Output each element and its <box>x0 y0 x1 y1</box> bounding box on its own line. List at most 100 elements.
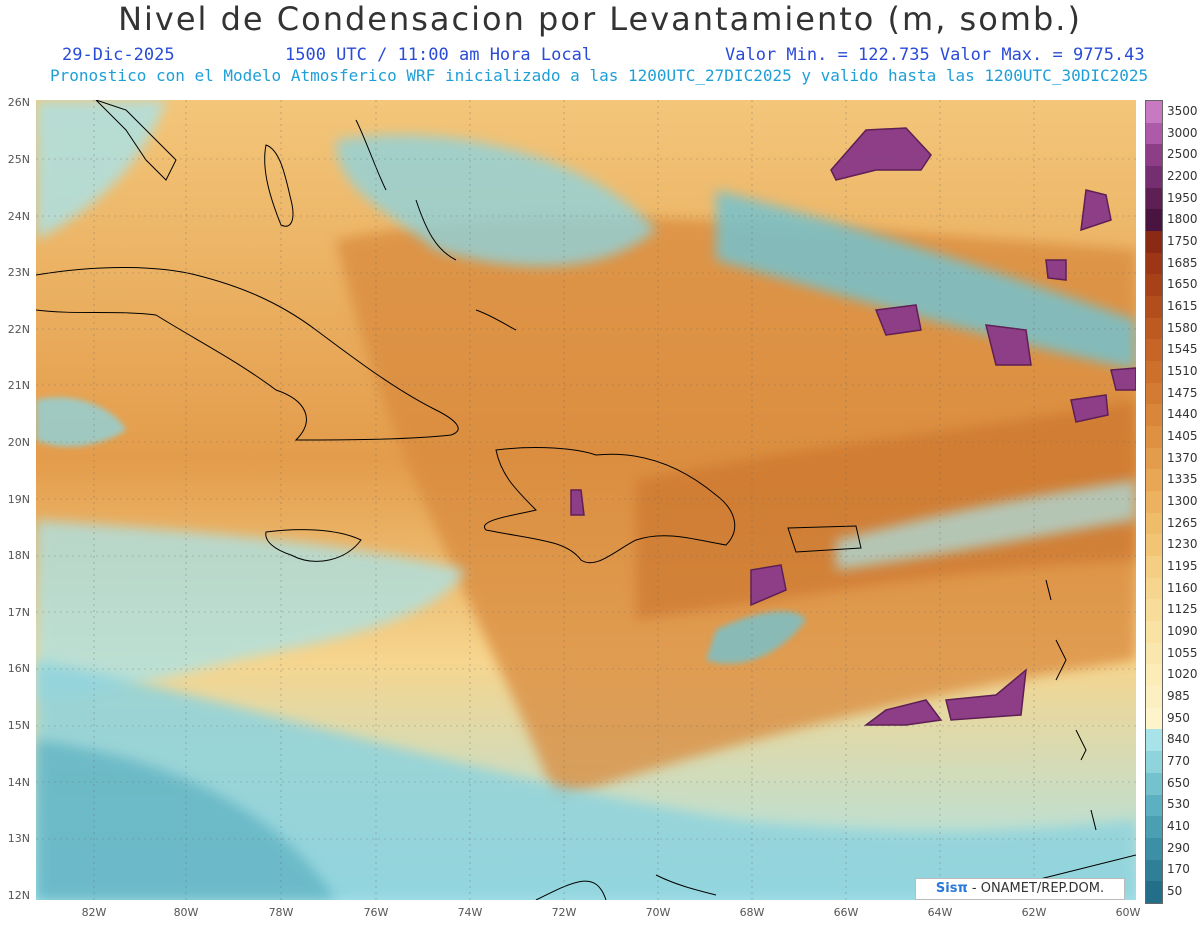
lat-label: 17N <box>7 606 30 619</box>
colorbar-label: 410 <box>1167 819 1190 834</box>
lon-label: 76W <box>363 906 389 919</box>
lon-label: 64W <box>927 906 953 919</box>
colorbar-swatch <box>1146 491 1162 513</box>
colorbar-label: 1615 <box>1167 298 1198 313</box>
colorbar-swatch <box>1146 729 1162 752</box>
colorbar-swatch <box>1146 577 1162 600</box>
colorbar-swatch <box>1146 426 1162 448</box>
colorbar-swatch <box>1146 534 1162 557</box>
colorbar-label: 3000 <box>1167 125 1198 140</box>
colorbar-label: 1950 <box>1167 190 1198 205</box>
colorbar-label: 1335 <box>1167 472 1198 487</box>
colorbar-swatch <box>1146 469 1162 492</box>
colorbar-label: 1440 <box>1167 407 1198 422</box>
lon-label: 62W <box>1021 906 1047 919</box>
colorbar-label: 1055 <box>1167 645 1198 660</box>
lon-label: 68W <box>739 906 765 919</box>
colorbar-swatch <box>1146 642 1162 665</box>
colorbar-label: 650 <box>1167 775 1190 790</box>
weather-map <box>36 100 1136 900</box>
lon-label: 72W <box>551 906 577 919</box>
colorbar-swatch <box>1146 231 1162 253</box>
lat-label: 18N <box>7 549 30 562</box>
colorbar-swatch <box>1146 707 1162 730</box>
colorbar-swatch <box>1146 816 1162 838</box>
colorbar-label: 3500 <box>1167 103 1198 118</box>
colorbar-label: 1125 <box>1167 602 1198 617</box>
lon-label: 66W <box>833 906 859 919</box>
colorbar-swatch <box>1146 621 1162 643</box>
lat-label: 15N <box>7 719 30 732</box>
colorbar-label: 1160 <box>1167 580 1198 595</box>
colorbar-swatch <box>1146 361 1162 383</box>
colorbar-swatch <box>1146 274 1162 297</box>
colorbar-swatch <box>1146 252 1162 275</box>
colorbar-swatch <box>1146 166 1162 188</box>
credit-box: Sisπ - ONAMET/REP.DOM. <box>915 878 1125 900</box>
colorbar-label: 1300 <box>1167 494 1198 508</box>
lat-label: 22N <box>7 323 30 336</box>
colorbar-swatch <box>1146 772 1162 795</box>
colorbar-label: 1685 <box>1167 255 1198 270</box>
lcl-field-map <box>36 100 1136 900</box>
lat-label: 12N <box>7 889 30 902</box>
colorbar-swatch <box>1146 664 1162 687</box>
lon-label: 60W <box>1115 906 1141 919</box>
lat-label: 14N <box>7 776 30 789</box>
map-title: Nivel de Condensacion por Levantamiento … <box>118 0 1082 38</box>
colorbar-label: 840 <box>1167 732 1190 747</box>
forecast-date: 29-Dic-2025 <box>62 45 175 65</box>
colorbar-label: 1230 <box>1167 537 1198 552</box>
colorbar-swatch <box>1146 686 1162 708</box>
colorbar-swatch <box>1146 144 1162 167</box>
colorbar <box>1145 100 1163 904</box>
colorbar-swatch <box>1146 837 1162 860</box>
colorbar-swatch <box>1146 859 1162 882</box>
lat-label: 16N <box>7 662 30 675</box>
colorbar-swatch <box>1146 447 1162 470</box>
colorbar-label: 2200 <box>1167 168 1198 183</box>
colorbar-label: 530 <box>1167 797 1190 812</box>
colorbar-label: 1800 <box>1167 212 1198 227</box>
lat-label: 13N <box>7 832 30 845</box>
lon-label: 82W <box>81 906 107 919</box>
colorbar-label: 2500 <box>1167 147 1198 162</box>
lon-label: 78W <box>268 906 294 919</box>
colorbar-swatch <box>1146 881 1162 903</box>
lon-label: 70W <box>645 906 671 919</box>
colorbar-label: 950 <box>1167 710 1190 725</box>
colorbar-label: 1510 <box>1167 363 1198 378</box>
colorbar-swatch <box>1146 317 1162 340</box>
colorbar-label: 1545 <box>1167 342 1198 357</box>
colorbar-label: 985 <box>1167 689 1190 704</box>
colorbar-swatch <box>1146 382 1162 405</box>
min-max-values: Valor Min. = 122.735 Valor Max. = 9775.4… <box>725 45 1145 65</box>
colorbar-swatch <box>1146 512 1162 535</box>
colorbar-label: 1020 <box>1167 667 1198 682</box>
colorbar-label: 1650 <box>1167 277 1198 292</box>
colorbar-label: 1750 <box>1167 233 1198 248</box>
lat-label: 23N <box>7 266 30 279</box>
lon-label: 74W <box>457 906 483 919</box>
lat-label: 25N <box>7 153 30 166</box>
colorbar-label: 1580 <box>1167 320 1198 335</box>
lat-label: 26N <box>7 96 30 109</box>
colorbar-label: 1195 <box>1167 559 1198 574</box>
colorbar-label: 770 <box>1167 754 1190 769</box>
colorbar-swatch <box>1146 556 1162 578</box>
colorbar-swatch <box>1146 599 1162 622</box>
colorbar-label: 50 <box>1167 884 1183 899</box>
colorbar-swatch <box>1146 404 1162 427</box>
colorbar-swatch <box>1146 296 1162 318</box>
lat-label: 24N <box>7 210 30 223</box>
colorbar-swatch <box>1146 751 1162 773</box>
colorbar-swatch <box>1146 339 1162 362</box>
credit-text: - ONAMET/REP.DOM. <box>967 881 1105 896</box>
colorbar-label: 170 <box>1167 862 1190 877</box>
colorbar-label: 290 <box>1167 840 1190 855</box>
colorbar-label: 1265 <box>1167 515 1198 530</box>
lat-label: 21N <box>7 379 30 392</box>
colorbar-label: 1370 <box>1167 450 1198 465</box>
colorbar-swatch <box>1146 209 1162 232</box>
colorbar-label: 1475 <box>1167 385 1198 400</box>
